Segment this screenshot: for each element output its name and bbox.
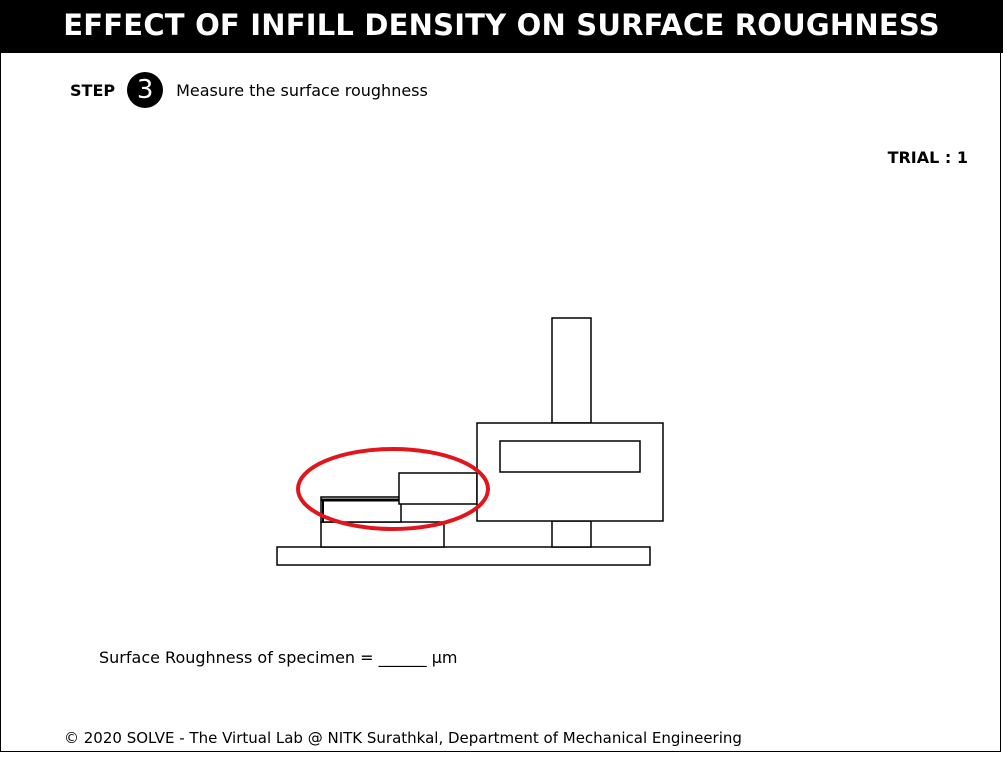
- step-number-badge: 3: [127, 72, 164, 108]
- instrument-display: [499, 440, 641, 473]
- footer-copyright: © 2020 SOLVE - The Virtual Lab @ NITK Su…: [64, 729, 742, 747]
- stylus-probe: [398, 472, 478, 505]
- result-unit: μm: [426, 648, 458, 667]
- page-title: EFFECT OF INFILL DENSITY ON SURFACE ROUG…: [0, 0, 1003, 53]
- step-indicator: STEP 3 Measure the surface roughness: [70, 70, 428, 110]
- result-prefix: Surface Roughness of specimen =: [99, 648, 379, 667]
- base-plate: [276, 546, 651, 566]
- trial-indicator: TRIAL : 1: [887, 148, 968, 167]
- column-upper: [551, 317, 592, 424]
- result-value-blank[interactable]: ______: [378, 648, 427, 667]
- highlight-ellipse: [296, 447, 490, 531]
- column-lower: [551, 520, 592, 548]
- step-instruction: Measure the surface roughness: [176, 80, 428, 100]
- step-label: STEP: [70, 80, 116, 100]
- result-line: Surface Roughness of specimen = ______ μ…: [99, 648, 458, 667]
